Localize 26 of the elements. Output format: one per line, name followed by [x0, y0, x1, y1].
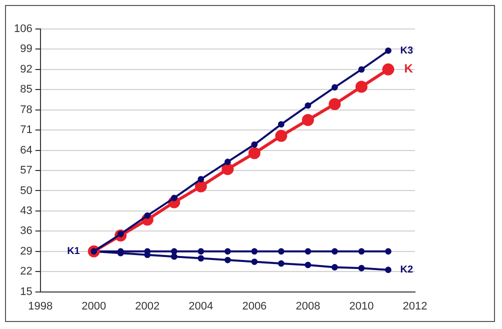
x-tick-label: 1998: [28, 300, 53, 312]
y-tick-label: 43: [20, 204, 32, 217]
y-tick-label: 29: [20, 245, 32, 258]
series-label: K1: [67, 246, 80, 258]
y-tick-label: 85: [20, 84, 32, 96]
x-tick-label: 2010: [349, 300, 374, 312]
y-tick-label: 78: [20, 104, 32, 116]
y-tick-label: 99: [20, 43, 32, 56]
x-tick-label: 2002: [135, 300, 160, 312]
y-tick-label: 15: [20, 286, 32, 298]
x-tick-label: 2004: [188, 300, 214, 312]
series-label: K3: [400, 45, 414, 56]
y-tick-label: 57: [20, 164, 32, 177]
y-tick-label: 36: [20, 225, 32, 238]
series-label: K: [404, 62, 414, 76]
x-tick-label: 2000: [82, 300, 106, 312]
y-tick-label: 64: [20, 144, 32, 156]
y-tick-label: 92: [20, 63, 32, 76]
series-label: K2: [400, 264, 414, 276]
x-tick-label: 2012: [402, 300, 428, 312]
y-tick-label: 50: [20, 184, 32, 197]
x-tick-label: 2006: [242, 300, 267, 312]
y-tick-label: 22: [20, 266, 32, 278]
y-tick-label: 106: [14, 23, 32, 36]
x-tick-label: 2008: [296, 300, 320, 312]
y-tick-label: 71: [20, 124, 32, 136]
